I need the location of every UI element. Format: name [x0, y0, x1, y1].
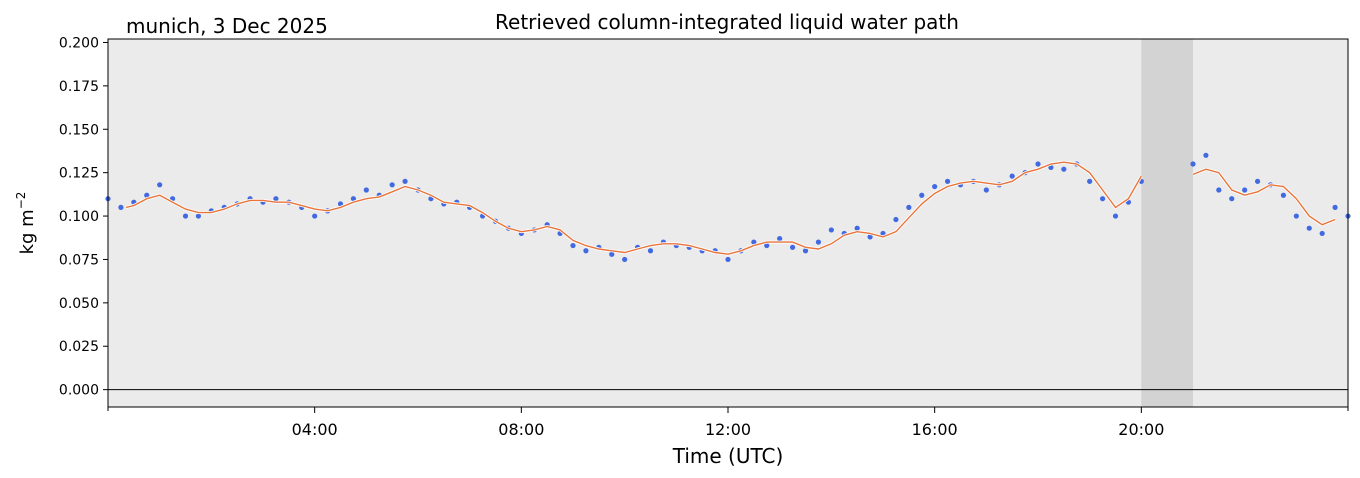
chart-title: Retrieved column-integrated liquid water… [495, 10, 959, 34]
scatter-point [182, 213, 189, 219]
scatter-point [337, 201, 344, 207]
scatter-point [1087, 178, 1093, 184]
scatter-point [647, 248, 654, 254]
scatter-point [919, 192, 925, 198]
scatter-point [1099, 196, 1106, 202]
scatter-point [1306, 225, 1312, 231]
scatter-point [389, 182, 395, 188]
scatter-point [1035, 161, 1041, 167]
scatter-point [1319, 230, 1325, 237]
scatter-point [802, 248, 809, 254]
scatter-point [609, 251, 615, 257]
scatter-point [751, 239, 757, 245]
scatter-point [273, 196, 279, 202]
scatter-point [157, 182, 163, 188]
scatter-point [622, 256, 628, 263]
scatter-point [1190, 161, 1196, 167]
scatter-point [195, 213, 202, 219]
scatter-point [1332, 204, 1338, 210]
x-tick-label: 12:00 [705, 420, 751, 439]
scatter-point [867, 234, 873, 240]
scatter-point [1229, 196, 1235, 202]
y-tick-label: 0.050 [59, 296, 99, 312]
x-tick-label: 04:00 [292, 420, 338, 439]
x-axis: 04:00 08:00 12:00 16:00 20:00 [107, 407, 1349, 439]
x-tick-label: 16:00 [912, 420, 958, 439]
x-axis-label: Time (UTC) [672, 444, 784, 468]
scatter-point [828, 227, 834, 233]
smooth-series [125, 160, 1336, 256]
scatter-point [1242, 187, 1248, 193]
scatter-point [789, 244, 796, 250]
scatter-point [1254, 178, 1261, 184]
scatter-point [1293, 213, 1299, 219]
x-tick-label: 08:00 [498, 420, 544, 439]
scatter-point [1216, 187, 1222, 193]
scatter-point [1280, 192, 1287, 198]
y-tick-label: 0.000 [59, 383, 99, 399]
scatter-point [312, 213, 318, 219]
scatter-point [725, 256, 731, 263]
y-tick-label: 0.200 [59, 35, 99, 51]
scatter-point [350, 196, 357, 202]
scatter-point [906, 204, 912, 210]
scatter-point [1112, 213, 1119, 219]
scatter-point [880, 230, 886, 237]
scatter-point [118, 204, 124, 210]
scatter-point [1048, 164, 1054, 171]
scatter-point [363, 187, 369, 193]
scatter-point [815, 239, 822, 245]
scatter-point [983, 187, 989, 193]
y-tick-label: 0.150 [59, 122, 99, 138]
scatter-point [144, 192, 150, 198]
y-tick-label: 0.075 [59, 252, 99, 268]
data-gap-shade [1141, 39, 1193, 407]
y-tick-label: 0.125 [59, 166, 99, 182]
scatter-point [1061, 166, 1067, 172]
y-axis-label-exponent: −2 [14, 192, 28, 210]
smooth-line [125, 161, 1142, 255]
scatter-point [777, 236, 783, 242]
scatter-point [854, 225, 860, 231]
scatter-point [944, 178, 951, 184]
y-tick-label: 0.100 [59, 209, 99, 225]
smooth-line [1192, 168, 1336, 226]
y-axis-label: kg m−2 [14, 192, 38, 255]
scatter-point [1009, 173, 1015, 179]
scatter-point [893, 216, 899, 223]
scatter-point [1203, 152, 1209, 158]
y-axis-label-main: kg m [17, 209, 38, 254]
scatter-point [402, 178, 408, 184]
y-tick-label: 0.025 [59, 339, 99, 355]
scatter-point [932, 183, 938, 190]
y-tick-label: 0.175 [59, 79, 99, 95]
scatter-point [570, 242, 576, 249]
scatter-point [583, 248, 589, 254]
scatter-point [764, 242, 770, 249]
chart-subtitle: munich, 3 Dec 2025 [126, 14, 328, 38]
x-tick-label: 20:00 [1118, 420, 1164, 439]
y-axis: 0.000 0.025 0.050 0.075 0.100 0.125 0.150 0.175… [59, 35, 108, 399]
